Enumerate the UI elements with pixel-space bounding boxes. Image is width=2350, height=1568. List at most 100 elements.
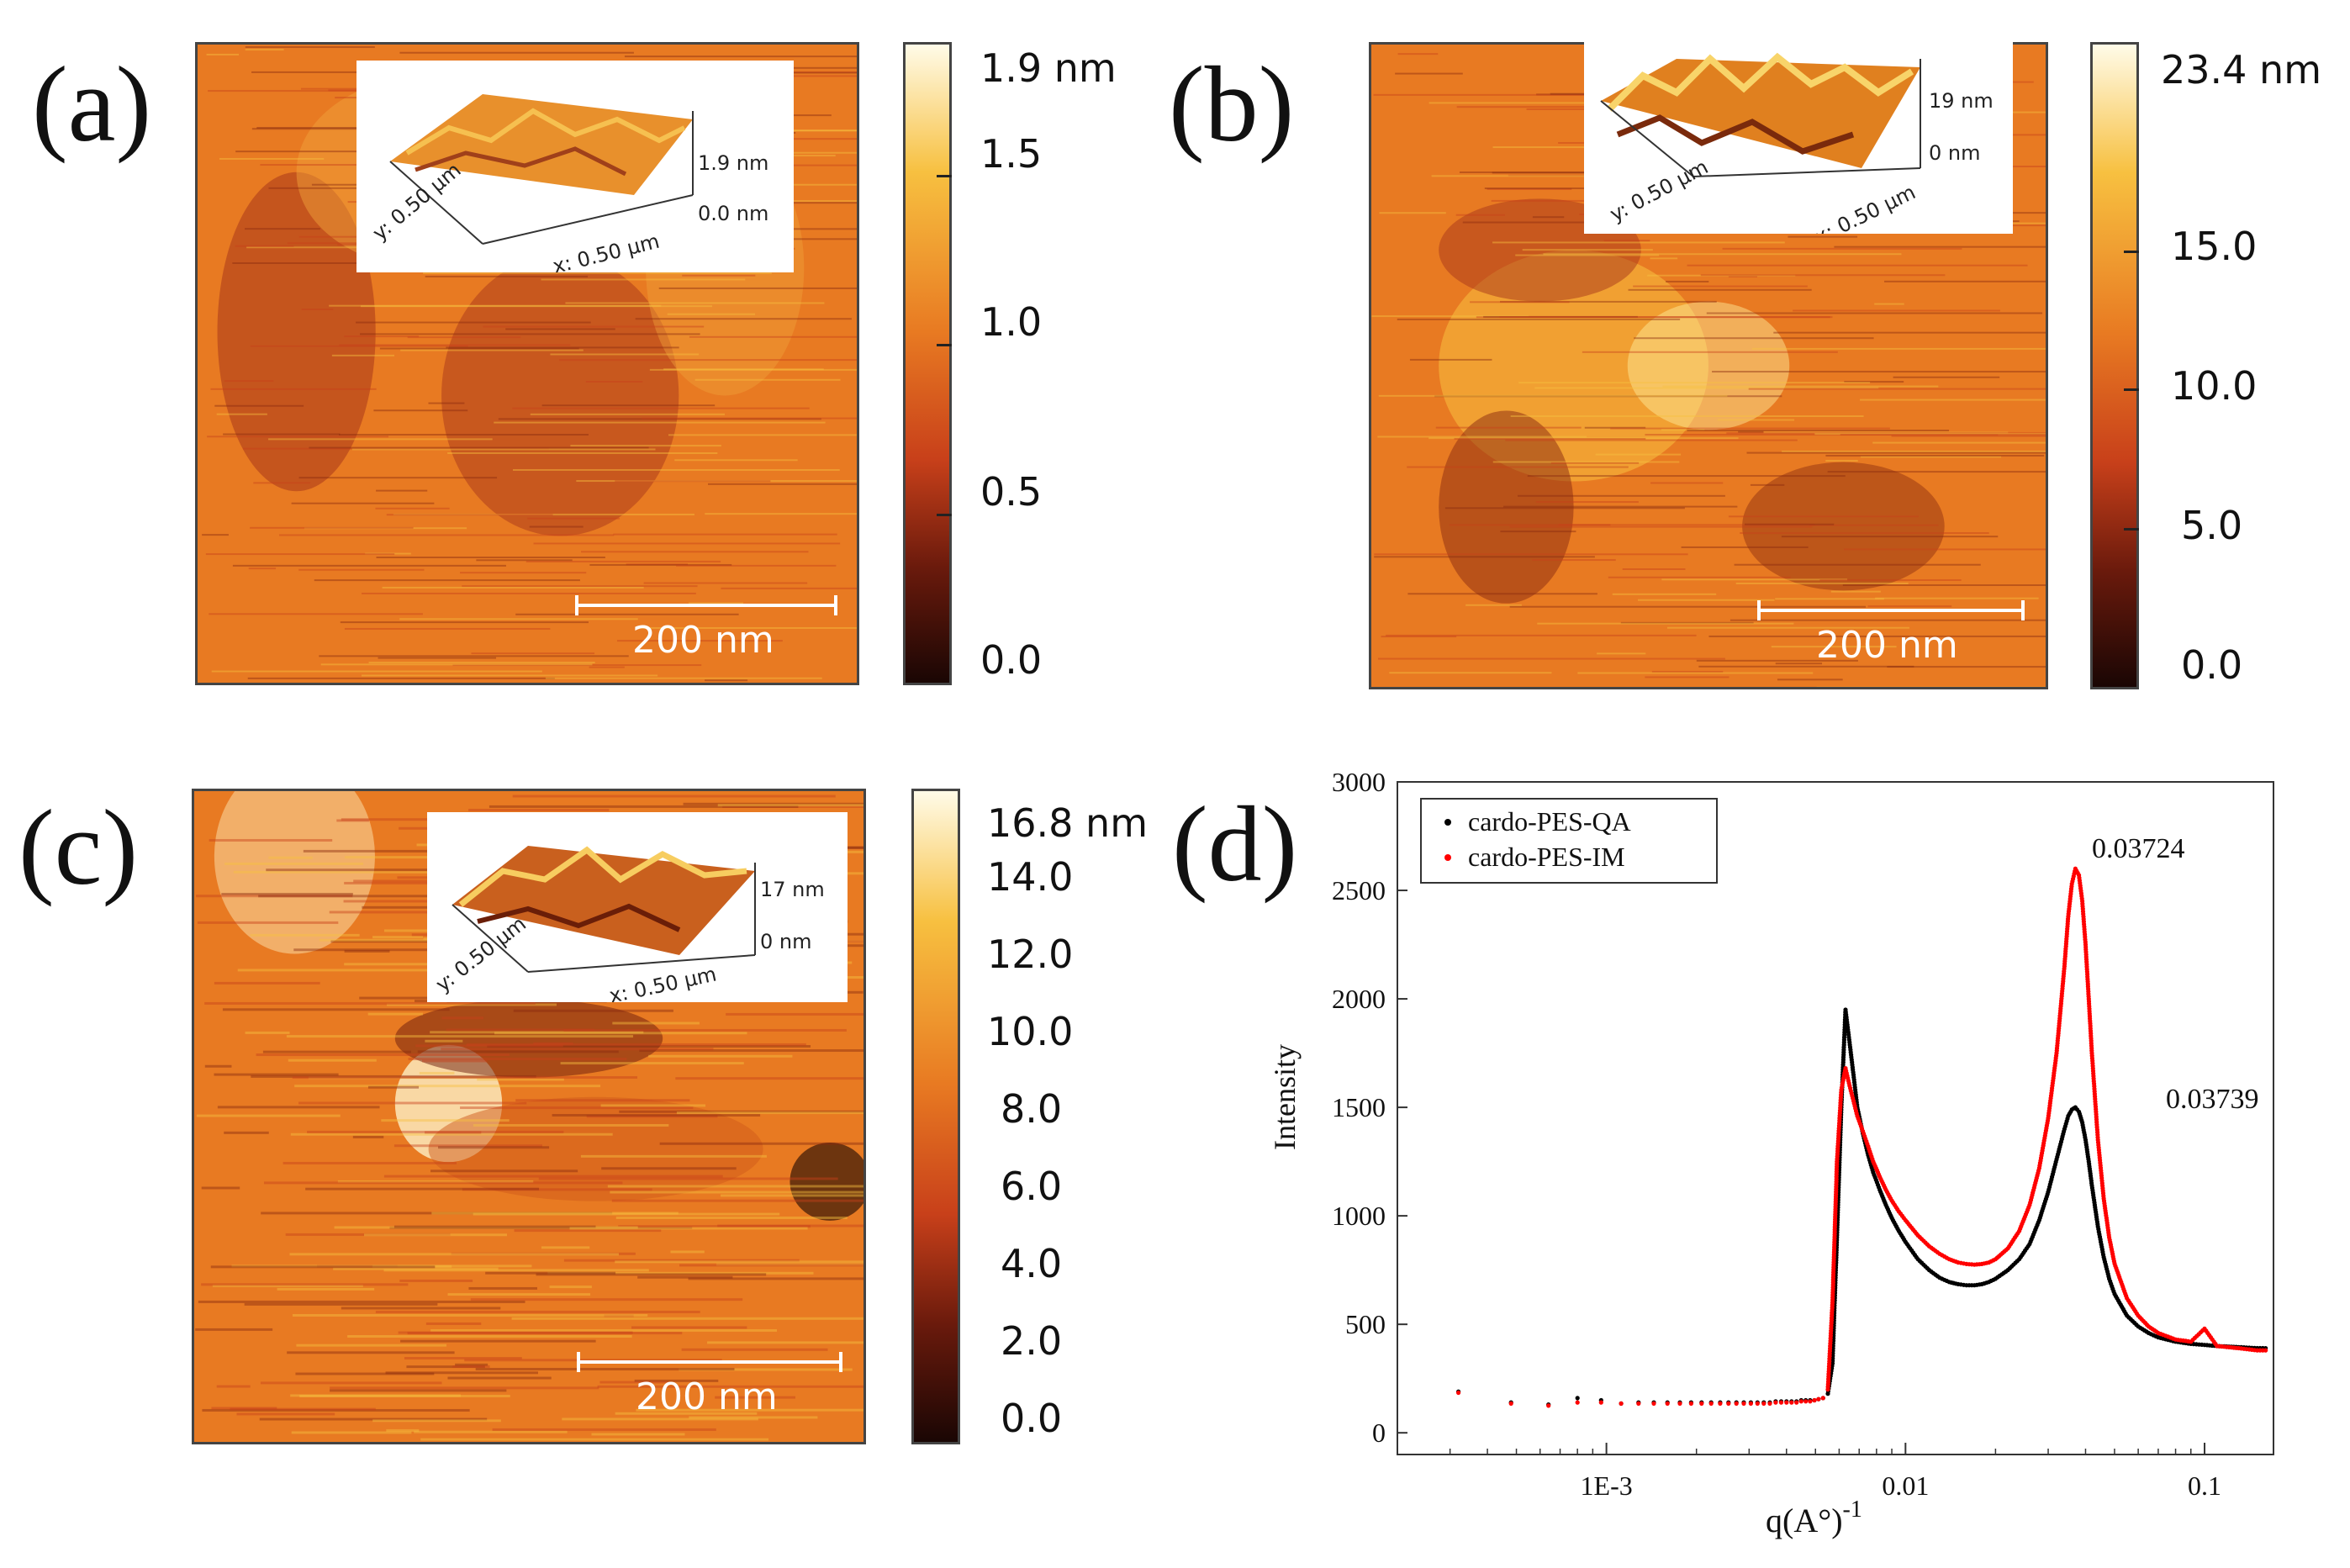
panel-label-d: (d) [1172, 784, 1298, 904]
y-axis-ticks: 0 500 1000 1500 2000 2500 3000 [1332, 767, 1407, 1448]
inset-x-label-c: x: 0.50 µm [607, 963, 719, 1002]
data-point [1741, 1401, 1746, 1406]
data-point [1798, 1399, 1803, 1404]
inset-z-bottom-c: 0 nm [760, 930, 812, 953]
legend-box [1420, 798, 1718, 884]
inset-z-top-c: 17 nm [760, 878, 825, 901]
x-tick-label: 1E-3 [1581, 1470, 1633, 1501]
data-point [1619, 1401, 1624, 1406]
data-point [1784, 1400, 1789, 1405]
data-point [1718, 1401, 1723, 1406]
data-point [1767, 1401, 1772, 1406]
inset-x-label-b: x: 0.50 µm [1811, 180, 1920, 234]
colorbar-tickmark-a-1 [937, 175, 952, 177]
data-point [1677, 1401, 1682, 1406]
scale-bar-label-b: 200 nm [1816, 624, 1958, 667]
data-point [1748, 1401, 1753, 1406]
series-layer [1456, 866, 2268, 1408]
colorbar-tickmark-a-3 [937, 514, 952, 516]
colorbar-label-c-4: 8.0 [1001, 1086, 1063, 1132]
data-point [1820, 1396, 1825, 1401]
data-point [1708, 1401, 1714, 1406]
y-tick-label: 0 [1372, 1418, 1386, 1448]
data-point [1688, 1401, 1693, 1406]
y-axis-label: Intensity [1268, 1044, 1302, 1150]
y-tick-label: 2000 [1332, 984, 1386, 1014]
colorbar-a [903, 42, 952, 685]
colorbar-label-b-3: 5.0 [2181, 503, 2243, 548]
colorbar-c [911, 789, 960, 1444]
colorbar-label-a-0: 1.9 nm [980, 45, 1117, 91]
colorbar-tickmark-b-2 [2124, 388, 2139, 391]
data-point [1734, 1401, 1739, 1406]
colorbar-label-c-0: 16.8 nm [987, 800, 1149, 846]
data-point [1665, 1401, 1670, 1406]
x-axis-label: q(A°)-1 [1766, 1497, 1862, 1539]
colorbar-label-c-1: 14.0 [987, 854, 1074, 900]
data-point [1789, 1400, 1794, 1405]
scale-bar-label-a: 200 nm [632, 619, 774, 662]
inset-z-bottom-b: 0 nm [1929, 141, 1981, 165]
data-point [1636, 1401, 1641, 1406]
data-point [1773, 1400, 1778, 1405]
colorbar-b [2090, 42, 2139, 689]
y-tick-label: 2500 [1332, 875, 1386, 905]
legend-label-im: cardo-PES-IM [1468, 842, 1625, 872]
colorbar-tickmark-a-2 [937, 344, 952, 346]
scale-bar-a [575, 595, 837, 615]
inset-shadow-c [477, 903, 681, 932]
colorbar-label-b-2: 10.0 [2171, 363, 2258, 409]
data-point [1778, 1400, 1784, 1405]
data-point [1456, 1390, 1461, 1396]
legend-label-qa: cardo-PES-QA [1468, 806, 1631, 837]
legend-marker-qa [1444, 819, 1451, 826]
data-point [1755, 1401, 1760, 1406]
colorbar-label-c-2: 12.0 [987, 932, 1074, 977]
colorbar-label-b-1: 15.0 [2171, 224, 2258, 269]
data-point [1546, 1403, 1551, 1408]
y-tick-label: 1000 [1332, 1201, 1386, 1231]
panel-label-a: (a) [32, 45, 152, 164]
y-tick-label: 3000 [1332, 767, 1386, 797]
data-point [1812, 1397, 1817, 1403]
data-point [1508, 1401, 1513, 1406]
panel-label-c: (c) [18, 788, 139, 907]
colorbar-tickmark-b-3 [2124, 528, 2139, 531]
data-point [1816, 1396, 1821, 1402]
colorbar-label-a-4: 0.0 [980, 637, 1043, 683]
y-tick-label: 1500 [1332, 1092, 1386, 1122]
annotation-peak-qa: 0.03739 [2166, 1084, 2259, 1115]
data-point [1761, 1401, 1766, 1406]
data-point [1575, 1400, 1580, 1405]
data-point [1598, 1400, 1603, 1405]
data-point [1726, 1401, 1731, 1406]
colorbar-label-c-3: 10.0 [987, 1009, 1074, 1054]
colorbar-label-c-5: 6.0 [1001, 1164, 1063, 1209]
inset-ridge-b [1607, 52, 1914, 112]
colorbar-label-c-8: 0.0 [1001, 1396, 1063, 1441]
data-point [2263, 1348, 2268, 1353]
inset-ridge-a [405, 108, 686, 156]
colorbar-label-c-6: 4.0 [1001, 1241, 1063, 1286]
data-point [1575, 1396, 1580, 1401]
legend-marker-im [1444, 854, 1451, 861]
x-axis-label-text: q(A°) [1766, 1502, 1843, 1539]
colorbar-label-b-4: 0.0 [2181, 642, 2243, 688]
inset-z-top-b: 19 nm [1929, 89, 1994, 113]
inset-ridge-c [458, 846, 747, 907]
afm-inset-3d-c: y: 0.50 µm x: 0.50 µm 17 nm 0 nm [427, 812, 848, 1002]
inset-y-label-b: y: 0.50 µm [1606, 155, 1712, 226]
data-point [1794, 1400, 1799, 1405]
series-cardo-PES-IM [1456, 866, 2268, 1408]
scale-bar-label-c: 200 nm [636, 1375, 778, 1418]
x-tick-label: 0.01 [1882, 1470, 1929, 1501]
plot-frame [1397, 781, 2274, 1455]
x-tick-label: 0.1 [2188, 1470, 2221, 1501]
x-axis-label-exponent: -1 [1843, 1497, 1862, 1523]
colorbar-label-b-0: 23.4 nm [2161, 47, 2322, 92]
scale-bar-b [1757, 600, 2025, 620]
afm-inset-3d-a: y: 0.50 µm x: 0.50 µm 1.9 nm 0.0 nm [356, 61, 794, 272]
saxs-chart: 0 500 1000 1500 2000 2500 3000 1E-3 0.01 0.1 car… [1268, 767, 2274, 1539]
inset-y-label-c: y: 0.50 µm [431, 912, 531, 997]
panel-label-b: (b) [1169, 45, 1295, 164]
